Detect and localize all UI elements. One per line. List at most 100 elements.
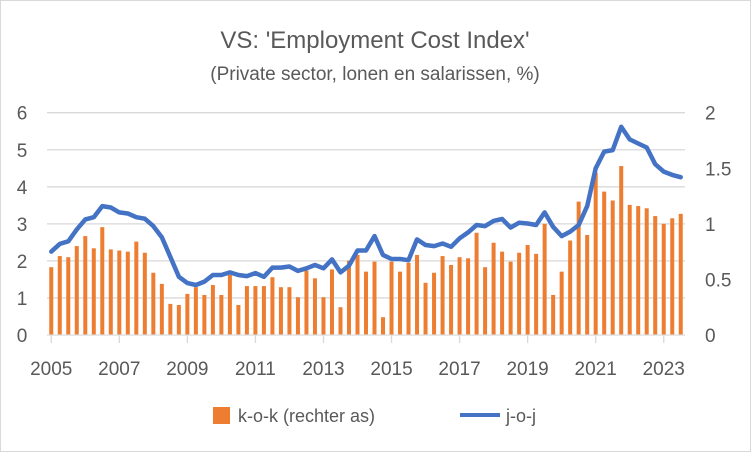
bar: [559, 271, 564, 335]
x-axis-tick-label: 2023: [643, 359, 685, 380]
legend: k-o-k (rechter as) j-o-j: [213, 406, 536, 426]
x-axis-tick-label: 2021: [575, 359, 617, 380]
bar: [185, 293, 190, 335]
left-axis-tick-label: 6: [17, 104, 28, 125]
bar: [227, 274, 232, 335]
bar: [619, 166, 624, 335]
left-axis-tick-label: 1: [17, 289, 28, 310]
bar: [91, 248, 96, 335]
bar: [576, 201, 581, 335]
bar: [142, 252, 147, 335]
x-axis-tick-label: 2005: [30, 359, 72, 380]
bar: [670, 218, 675, 335]
bar: [312, 278, 317, 335]
bar: [270, 277, 275, 335]
bar: [602, 191, 607, 335]
bar: [466, 258, 471, 335]
bar: [517, 252, 522, 335]
bar: [627, 204, 632, 335]
bar: [100, 227, 105, 335]
bar: [653, 216, 658, 335]
bar: [321, 297, 326, 335]
right-axis-tick-label: 0.5: [705, 270, 731, 291]
bar: [253, 286, 258, 335]
bar: [304, 270, 309, 335]
joj-line: [49, 124, 683, 288]
bar: [610, 200, 615, 335]
left-axis-tick-label: 2: [17, 252, 28, 273]
bar: [432, 272, 437, 335]
bar: [415, 254, 420, 335]
bar: [534, 253, 539, 335]
legend-label-joj: j-o-j: [505, 406, 536, 426]
bar: [74, 246, 79, 335]
bar: [644, 208, 649, 335]
bar: [364, 271, 368, 335]
bar: [125, 251, 130, 335]
bar: [372, 261, 377, 335]
bar: [636, 206, 641, 335]
bar: [381, 317, 386, 335]
left-axis-tick-label: 0: [17, 326, 28, 347]
bar: [83, 236, 88, 335]
x-axis-tick-label: 2019: [506, 359, 548, 380]
bar: [57, 256, 62, 335]
right-axis-tick-label: 2: [705, 104, 716, 125]
bar: [295, 297, 300, 335]
bar: [525, 244, 530, 335]
bar: [593, 172, 598, 335]
legend-swatch-kok: [213, 407, 230, 424]
bar-series: [49, 166, 683, 335]
bar: [159, 283, 164, 335]
bar: [49, 267, 54, 335]
bar: [66, 257, 71, 335]
bar: [287, 287, 292, 335]
bar: [236, 304, 241, 335]
bar: [542, 223, 547, 335]
bar: [568, 240, 573, 335]
bar: [449, 264, 454, 335]
bar: [355, 254, 360, 335]
bar: [244, 286, 249, 335]
right-axis-tick-label: 0: [705, 326, 716, 347]
bar: [406, 262, 411, 335]
x-axis-tick-label: 2011: [235, 359, 276, 380]
chart-subtitle: (Private sector, lonen en salarissen, %): [210, 64, 540, 85]
bar: [346, 260, 351, 335]
axes: 0 1 2 3 4 5 6 0 0.5 1 1.5 2 2005 2007 2009 2011 2013 2015…: [17, 104, 732, 380]
bar: [661, 223, 666, 335]
bar: [678, 213, 683, 335]
bar: [551, 294, 556, 335]
bar: [500, 251, 505, 335]
line-series: [49, 124, 683, 288]
bar: [168, 303, 173, 335]
x-axis-tick-label: 2013: [302, 359, 344, 380]
bar: [278, 287, 283, 335]
bar: [202, 294, 207, 335]
left-axis-tick-label: 5: [17, 141, 28, 162]
bar: [508, 261, 513, 335]
left-axis-tick-label: 4: [17, 178, 28, 199]
left-axis-tick-label: 3: [17, 215, 28, 236]
bar: [151, 272, 156, 335]
bar: [329, 269, 334, 335]
bar: [483, 267, 488, 335]
bar: [134, 241, 139, 335]
x-axis-tick-label: 2009: [166, 359, 208, 380]
bar: [457, 257, 462, 335]
bar: [261, 286, 266, 335]
bar: [210, 284, 215, 335]
bar: [491, 242, 496, 335]
bar: [389, 261, 394, 335]
bar: [219, 294, 224, 335]
right-axis-tick-label: 1.5: [705, 159, 731, 180]
chart-title: VS: 'Employment Cost Index': [220, 27, 529, 54]
bar: [474, 232, 479, 335]
bar: [108, 249, 113, 335]
bar: [440, 256, 445, 335]
bar: [117, 250, 122, 335]
bar: [585, 234, 590, 335]
legend-label-kok: k-o-k (rechter as): [238, 406, 375, 426]
bar: [338, 307, 343, 335]
